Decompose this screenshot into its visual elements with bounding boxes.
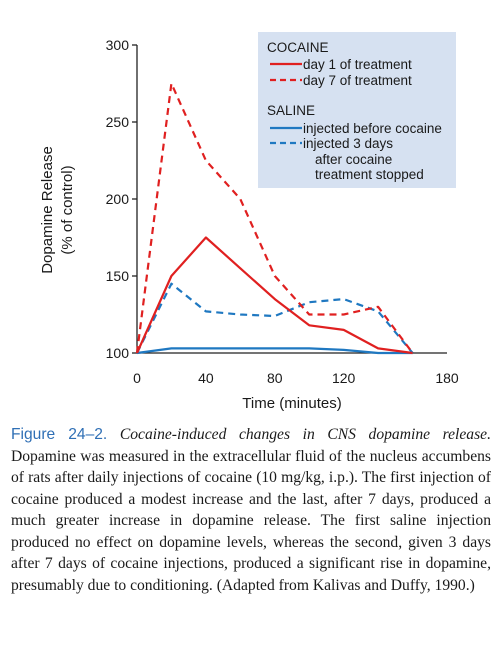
y-tick-label: 300 [106, 37, 130, 53]
x-tick-label: 80 [267, 370, 283, 386]
y-tick-label: 250 [106, 114, 130, 130]
legend-title-saline: SALINE [267, 103, 315, 118]
y-tick-label: 200 [106, 191, 130, 207]
x-tick-label: 0 [133, 370, 141, 386]
caption-body: Dopamine was measured in the extracellul… [11, 447, 491, 594]
legend-label-cocaine-day7: day 7 of treatment [303, 73, 412, 88]
legend-panel [258, 32, 456, 188]
caption-title: Cocaine-induced changes in CNS dopamine … [119, 426, 491, 443]
x-ticks: 0 40 80 120 180 [133, 370, 459, 386]
caption-label: Figure 24–2. [11, 426, 108, 443]
x-tick-label: 40 [198, 370, 214, 386]
legend-label-saline-after-line1: injected 3 days [303, 136, 393, 151]
x-tick-label: 180 [435, 370, 459, 386]
figure-caption: Figure 24–2. Cocaine-induced changes in … [11, 424, 491, 596]
legend-label-saline-after-line3: treatment stopped [315, 167, 424, 182]
legend-label-saline-after-line2: after cocaine [315, 152, 392, 167]
y-tick-label: 150 [106, 268, 130, 284]
series-line-cocaine-dashed [135, 82, 414, 354]
legend-title-cocaine: COCAINE [267, 40, 329, 55]
x-tick-label: 120 [332, 370, 356, 386]
series-line-cocaine-solid [135, 236, 413, 355]
series-line-saline-dashed [136, 282, 414, 354]
y-axis-label-line1: Dopamine Release [39, 146, 56, 274]
chart: Dopamine Release (% of control) 100 150 20… [39, 32, 459, 412]
y-axis-label-line2: (% of control) [59, 165, 76, 254]
series-line-saline-solid [136, 347, 413, 355]
legend-label-saline-before: injected before cocaine [303, 121, 442, 136]
series-layer [135, 82, 414, 355]
legend-label-cocaine-day1: day 1 of treatment [303, 57, 412, 72]
y-tick-label: 100 [106, 345, 130, 361]
y-ticks: 100 150 200 250 300 [106, 37, 137, 361]
x-axis-label: Time (minutes) [242, 395, 341, 412]
